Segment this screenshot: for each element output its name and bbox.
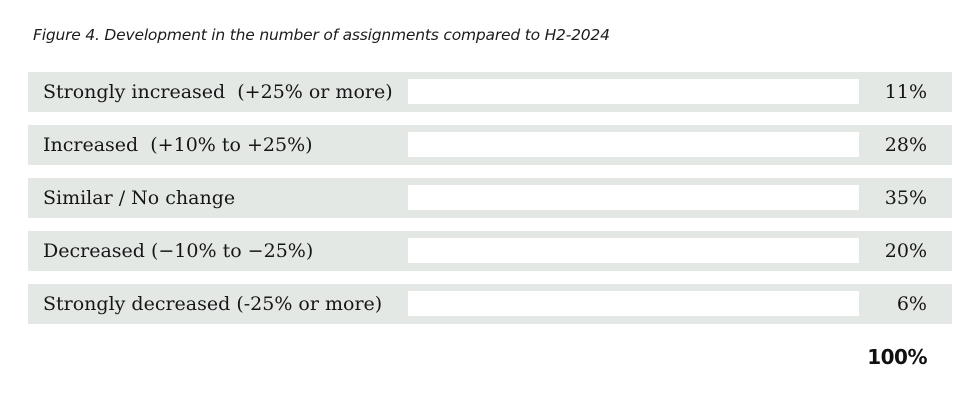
bar-track [408, 238, 859, 263]
row-label: Increased (+10% to +25%) [43, 134, 313, 156]
row-value: 11% [884, 81, 927, 103]
row-value: 28% [884, 134, 927, 156]
chart-row: Similar / No change 35% [28, 178, 952, 218]
total-value: 100% [867, 345, 927, 369]
bar-track [408, 79, 859, 104]
row-value: 20% [884, 240, 927, 262]
chart-row: Strongly decreased (-25% or more) 6% [28, 284, 952, 324]
row-label: Strongly decreased (-25% or more) [43, 293, 383, 315]
chart-row: Decreased (−10% to −25%) 20% [28, 231, 952, 271]
row-label: Strongly increased (+25% or more) [43, 81, 393, 103]
bar-track [408, 291, 859, 316]
figure-title: Figure 4. Development in the number of a… [33, 26, 610, 44]
row-label: Decreased (−10% to −25%) [43, 240, 314, 262]
chart-row: Increased (+10% to +25%) 28% [28, 125, 952, 165]
row-value: 35% [884, 187, 927, 209]
bar-track [408, 132, 859, 157]
row-value: 6% [896, 293, 927, 315]
row-label: Similar / No change [43, 187, 236, 209]
chart-row: Strongly increased (+25% or more) 11% [28, 72, 952, 112]
bar-track [408, 185, 859, 210]
bar-chart: Strongly increased (+25% or more) 11% In… [28, 72, 952, 337]
